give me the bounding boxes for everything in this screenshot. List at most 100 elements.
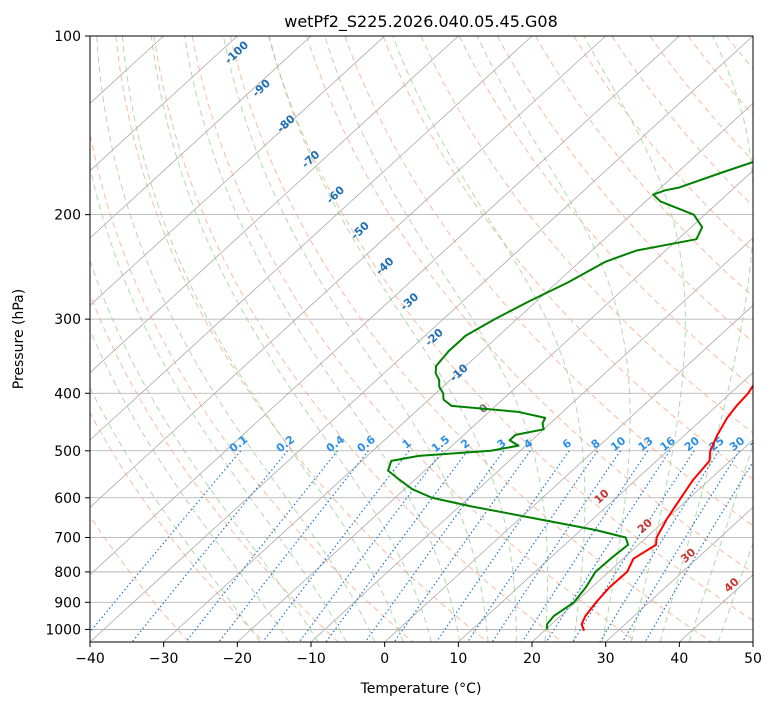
isotherm-line (531, 439, 753, 642)
x-tick-label: 30 (597, 651, 615, 667)
moist-adiabat-line (268, 36, 517, 642)
moist-adiabat-line (688, 443, 753, 642)
plot-frame (89, 35, 754, 643)
moist-adiabat-line (392, 36, 586, 642)
isotherm-line (458, 372, 753, 642)
dry-adiabat-line (420, 36, 753, 434)
moist-adiabat-line (476, 36, 631, 642)
x-tick-label: 0 (380, 651, 389, 667)
dry-adiabat-line (306, 36, 753, 574)
isotherm-line (752, 641, 753, 642)
x-tick-label: −10 (296, 651, 326, 667)
moist-adiabat-line (90, 328, 290, 642)
mixing-ratio-label: 0.6 (355, 433, 379, 455)
dry-adiabat-line (496, 36, 753, 343)
x-tick-label: −40 (75, 651, 105, 667)
sounding-series (387, 161, 753, 632)
mixing-ratio-line (521, 450, 649, 642)
dry-adiabat-line (153, 36, 563, 642)
dry-adiabat-line (535, 36, 753, 298)
mixing-ratio-line (491, 450, 621, 642)
moist-adiabat-line (324, 36, 549, 642)
x-tick-label: 10 (449, 651, 467, 667)
moist-adiabat-line (96, 36, 376, 642)
mixing-ratio-label: 2 (458, 437, 472, 452)
moist-adiabat-lines (90, 36, 753, 642)
isotherm-line (90, 36, 533, 441)
moist-adiabat-line (150, 36, 432, 642)
mixing-ratio-label: 0.1 (227, 433, 250, 455)
isotherm-label: -90 (250, 76, 274, 99)
y-tick-label: 1000 (45, 622, 81, 638)
moist-adiabat-line (717, 542, 753, 642)
mixing-ratio-line (131, 450, 289, 642)
dry-adiabat-lines (90, 36, 753, 642)
mixing-ratio-line (572, 450, 695, 642)
moist-adiabat-line (90, 386, 261, 642)
moist-adiabat-line (659, 36, 753, 642)
isotherm-line (90, 36, 385, 306)
y-tick-label: 100 (54, 29, 81, 45)
mixing-ratio-line (435, 450, 570, 642)
dry-adiabat-line (344, 36, 753, 527)
mixing-ratio-line (298, 450, 444, 642)
moist-adiabat-line (583, 36, 686, 642)
isotherm-label: -30 (398, 290, 422, 313)
isotherm-lines (90, 36, 753, 642)
x-tick-label: −20 (223, 651, 253, 667)
moist-adiabat-line (222, 36, 489, 642)
pressure-gridlines (90, 36, 753, 630)
dry-adiabat-line (649, 36, 753, 162)
mixing-ratio-line (262, 450, 410, 642)
y-tick-label: 900 (54, 595, 81, 611)
dry-adiabat-label: 20 (635, 516, 655, 536)
x-tick-label: 50 (744, 651, 762, 667)
moist-adiabat-line (184, 36, 461, 642)
x-tick-label: 40 (670, 651, 688, 667)
dry-adiabat-label: 10 (592, 486, 612, 506)
dry-adiabat-label: 30 (678, 545, 698, 565)
dry-adiabat-line (90, 130, 414, 642)
mixing-ratio-label: 1.5 (429, 433, 452, 455)
y-tick-label: 800 (54, 565, 81, 581)
dry-adiabat-line (229, 36, 712, 642)
dry-adiabat-line (90, 293, 339, 642)
isotherm-line (384, 304, 753, 642)
y-axis-ticks: 100 200 300 400 500 600 700 800 900 1000 (45, 29, 90, 638)
y-tick-label: 300 (54, 312, 81, 328)
mixing-ratio-line (185, 450, 339, 642)
dry-adiabat-line (90, 411, 264, 642)
y-tick-label: 600 (54, 491, 81, 507)
mixing-ratio-line (644, 461, 753, 642)
mixing-ratio-label: 0.4 (324, 433, 348, 455)
isotherm-line (605, 506, 753, 642)
plot-area: 0.1 0.2 0.4 0.6 1 1.5 2 3 4 6 8 10 13 16 20 25 30 36-100-… (90, 36, 753, 642)
isotherm-line (237, 170, 753, 642)
isotherm-line (90, 36, 753, 642)
x-tick-label: 20 (523, 651, 541, 667)
isotherm-line (90, 36, 459, 374)
temperature-profile-line (580, 383, 753, 632)
isotherm-line (90, 36, 606, 508)
mixing-ratio-line (325, 450, 469, 642)
dry-adiabat-line (268, 36, 753, 622)
x-axis-ticks: −40 −30 −20 −10 0 10 20 30 40 50 (75, 642, 762, 667)
isotherm-line (90, 36, 312, 239)
mixing-ratio-line (90, 450, 242, 633)
moist-adiabat-line (90, 259, 319, 642)
moist-adiabat-line (90, 165, 347, 642)
dry-adiabat-line (687, 36, 753, 116)
dry-adiabat-line (573, 36, 753, 253)
mixing-ratio-lines (90, 450, 753, 642)
isotherm-label: -100 (222, 38, 251, 67)
isotherm-label: -40 (373, 254, 397, 277)
isotherm-line (310, 237, 753, 642)
isotherm-line (90, 36, 238, 172)
mixing-ratio-line (545, 450, 671, 642)
mixing-ratio-label: 8 (589, 437, 603, 452)
moist-adiabat-line (121, 36, 404, 642)
mixing-ratio-label: 0.2 (274, 433, 297, 455)
isotherm-line (90, 36, 680, 576)
dewpoint-profile-line (387, 161, 753, 630)
